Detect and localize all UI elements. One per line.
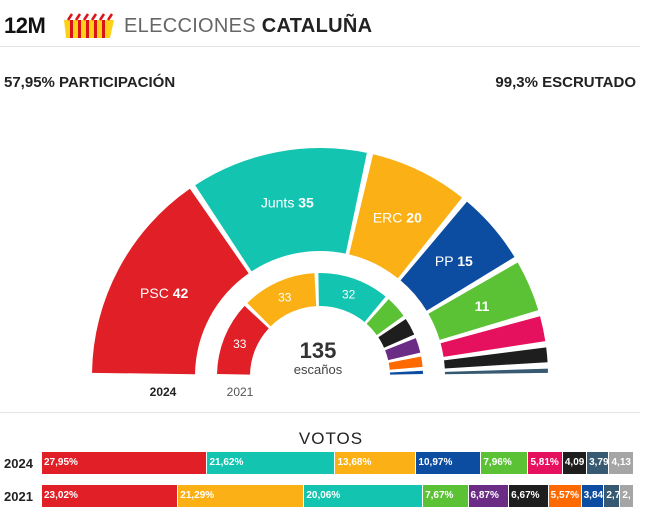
total-seats-value: 135 <box>300 338 337 363</box>
header-divider <box>0 46 640 47</box>
votes-title: VOTOS <box>298 429 364 448</box>
seats-hemicycle-chart: PSC 42 Junts 35 ERC 20 PP 15 11 2024 33 33 32 202… <box>92 147 548 399</box>
votes-segment-2024-ac: 3,79 <box>587 452 610 474</box>
page-title: ELECCIONES CATALUÑA <box>124 15 372 38</box>
seat-arc-2024-pp <box>400 201 515 311</box>
seat-arc-2021-cs <box>388 356 423 370</box>
hemicycle-year-2024: 2024 <box>150 385 177 399</box>
seat-arc-2021-pp <box>389 370 423 375</box>
votes-segment-2024-comuns: 5,81% <box>528 452 563 474</box>
votes-segment-2021-ac: 2,7 <box>604 485 621 507</box>
votes-segment-2024-vox: 7,96% <box>481 452 529 474</box>
election-date-label: 12M <box>4 13 46 38</box>
seat-arc-2024-psc <box>92 188 249 375</box>
votes-segment-2021-vox: 7,67% <box>423 485 469 507</box>
seat-arc-2021-junts <box>318 273 386 323</box>
seat-label-2024-vox: 11 <box>475 298 490 314</box>
seat-arc-2021-cup <box>378 319 415 348</box>
seat-arc-2024-ac <box>444 368 548 375</box>
seat-arc-2021-vox <box>366 299 404 336</box>
seat-label-2024-junts: Junts 35 <box>261 195 314 211</box>
seat-arc-2021-psc <box>217 305 269 375</box>
votes-bar-2024: 27,95% 21,62% 13,68% 10,97% 7,96% 5,81% 4,09 3,… <box>42 452 634 474</box>
votes-segment-2021-cup: 6,67% <box>509 485 549 507</box>
seat-label-2024-pp: PP 15 <box>435 253 473 269</box>
votes-segment-2021-podemos: 6,87% <box>468 485 510 507</box>
votes-segment-2021-cs: 5,57% <box>548 485 582 507</box>
votes-segment-2024-psc: 27,95% <box>42 452 208 474</box>
title-light: ELECCIONES <box>124 15 256 37</box>
votes-segment-2021-erc: 21,29% <box>178 485 305 507</box>
votes-segment-2024-others: 4,13 <box>609 452 634 474</box>
total-seats-label: escaños <box>294 362 343 377</box>
votes-year-2021: 2021 <box>4 489 33 504</box>
seat-arc-2021-podemos <box>385 338 421 361</box>
votes-year-2024: 2024 <box>4 456 33 471</box>
votes-segment-2024-junts: 21,62% <box>207 452 336 474</box>
catalan-flag-logo-icon <box>64 13 114 38</box>
votes-segment-2024-pp: 10,97% <box>416 452 482 474</box>
seat-arc-2024-erc <box>349 154 463 279</box>
seat-arc-2024-comuns <box>440 316 546 357</box>
votes-segment-2021-pp: 3,84 <box>581 485 605 507</box>
seat-label-2024-psc: PSC 42 <box>140 285 188 301</box>
title-bold: CATALUÑA <box>261 15 373 37</box>
counted-stat: 99,3% ESCRUTADO <box>495 74 636 91</box>
hemicycle-year-2021: 2021 <box>227 385 254 399</box>
seat-arc-2024-cup <box>444 347 548 369</box>
seat-label-2021-erc: 33 <box>278 290 292 304</box>
seat-label-2024-erc: ERC 20 <box>373 209 422 225</box>
participation-stat: 57,95% PARTICIPACIÓN <box>4 74 176 91</box>
votes-segment-2021-junts: 20,06% <box>304 485 424 507</box>
votes-bar-2021: 23,02% 21,29% 20,06% 7,67% 6,87% 6,67% 5,57% 3,… <box>42 485 634 507</box>
votes-segment-2024-cup: 4,09 <box>562 452 588 474</box>
votes-segment-2024-erc: 13,68% <box>335 452 417 474</box>
votes-segment-2021-psc: 23,02% <box>42 485 179 507</box>
seat-arc-2024-junts <box>195 147 367 272</box>
header: 12M ELECCIONES CATALUÑA <box>0 0 662 47</box>
seat-label-2021-junts: 32 <box>342 288 356 302</box>
seat-arc-2024-vox <box>428 262 539 340</box>
seat-arc-2021-erc <box>247 273 317 327</box>
votes-segment-2021-others: 2, <box>620 485 634 507</box>
seat-label-2021-psc: 33 <box>233 337 247 351</box>
votes-divider <box>0 412 640 413</box>
